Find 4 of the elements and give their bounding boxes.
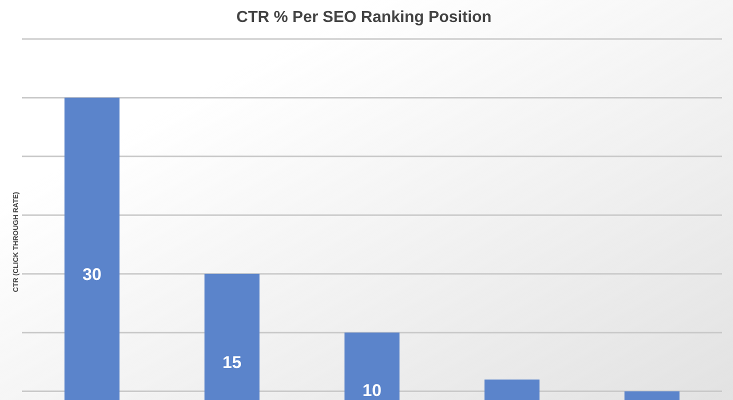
data-label: 15 [222,352,242,372]
chart-title: CTR % Per SEO Ranking Position [236,8,492,26]
data-label: 10 [362,380,382,400]
data-label: 30 [82,264,102,284]
